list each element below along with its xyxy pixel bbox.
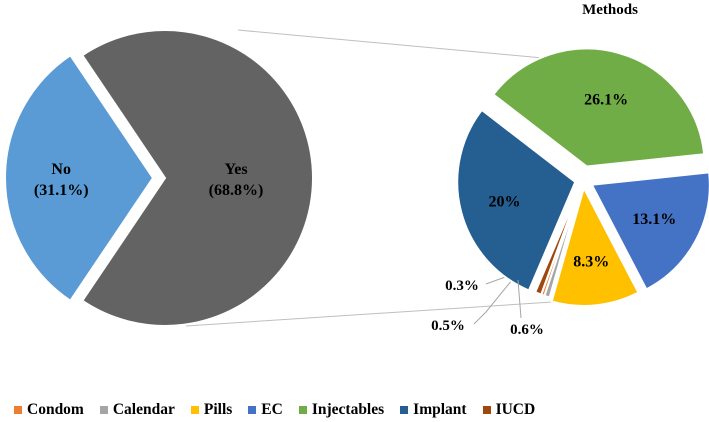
pie-of-pie-chart: No (31.1%) Yes (68.8%) 0.3% 0.5% 8.3% 13.1% 26.… [4,2,709,338]
legend-swatch-calendar [99,406,108,414]
main-percent-no: (31.1%) [34,182,89,199]
legend-swatch-ec [248,406,257,414]
legend-label-pills: Pills [203,401,233,418]
legend-label-iucd: IUCD [495,401,536,418]
legend-swatch-condom [14,406,22,414]
main-label-yes: Yes [224,161,247,178]
legend-swatch-iucd [482,406,491,414]
methods-label-calendar: 0.5% [431,318,465,334]
legend-label-condom: Condom [27,401,84,418]
leader-line-calendar [473,279,513,325]
legend-label-calendar: Calendar [112,401,175,418]
connector-line-top [237,29,544,59]
main-percent-yes: (68.8%) [209,182,264,199]
main-slice-yes [80,29,315,327]
legend-item-implant: Implant [400,401,467,419]
legend-item-ec: EC [248,401,283,419]
connector-lines [185,29,584,327]
methods-pie-title: Methods [582,2,638,18]
legend-label-implant: Implant [413,401,467,418]
legend-item-pills: Pills [190,401,233,419]
methods-label-condom: 0.3% [445,278,479,294]
main-pie: No (31.1%) Yes (68.8%) [4,29,315,327]
methods-label-implant: 20% [489,194,521,211]
methods-slice-injectables [491,47,706,168]
legend-swatch-pills [190,406,199,414]
main-label-no: No [51,161,71,178]
methods-label-iucd: 0.6% [510,322,544,338]
legend-item-calendar: Calendar [99,401,175,419]
methods-label-injectables: 26.1% [584,91,628,108]
legend-label-ec: EC [261,401,283,418]
methods-slice-iucd [533,183,583,296]
legend-item-iucd: IUCD [482,401,536,419]
methods-label-pills: 8.3% [573,254,609,271]
main-slice-no [4,53,155,303]
leader-line-iucd [517,279,522,319]
legend-swatch-implant [400,406,409,414]
methods-slice-calendar [543,183,583,299]
legend: Condom Calendar Pills EC Injectables Implant I… [14,400,704,420]
methods-slice-implant [456,108,577,292]
methods-slice-pills [550,185,640,307]
legend-item-condom: Condom [14,401,84,419]
methods-label-ec: 13.1% [632,211,676,228]
connector-line-bottom [185,299,584,327]
legend-label-injectables: Injectables [311,401,385,418]
legend-swatch-injectables [298,406,307,414]
methods-pie: 0.3% 0.5% 8.3% 13.1% 26.1% 20% 0.6% [431,47,709,338]
methods-slice-ec [590,171,709,291]
legend-item-injectables: Injectables [298,401,385,419]
